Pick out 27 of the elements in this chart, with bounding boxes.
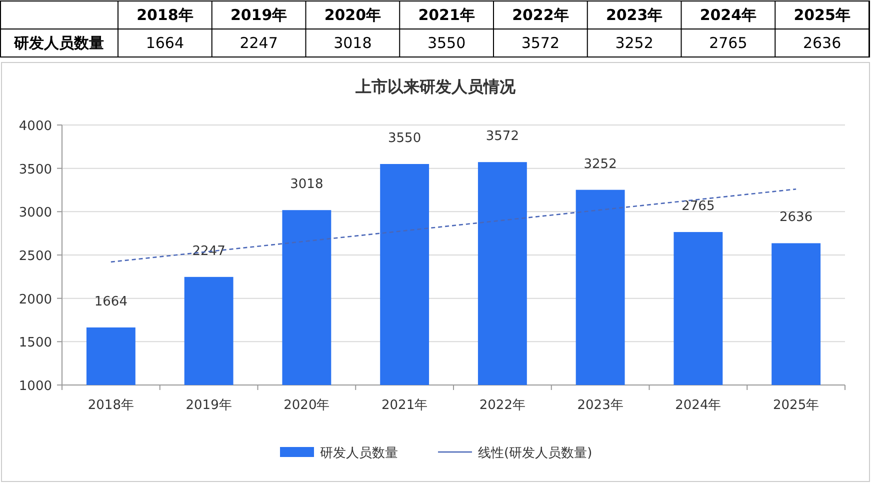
y-tick-label: 1000 <box>18 379 52 394</box>
x-tick-label: 2019年 <box>186 398 232 413</box>
y-tick-label: 4000 <box>18 119 52 134</box>
x-tick-label: 2020年 <box>284 398 330 413</box>
data-label: 3018 <box>290 177 324 192</box>
y-tick-label: 3500 <box>18 162 52 178</box>
data-label: 3550 <box>388 131 422 146</box>
x-tick-label: 2024年 <box>675 398 722 413</box>
data-label: 3572 <box>486 129 519 144</box>
data-label: 3252 <box>584 156 617 172</box>
x-tick-label: 2025年 <box>773 398 820 413</box>
x-tick-label: 2022年 <box>479 398 526 413</box>
data-label: 2765 <box>682 199 715 214</box>
legend-label: 线性(研发人员数量) <box>478 446 592 461</box>
y-tick-label: 2500 <box>18 249 52 264</box>
y-tick-label: 2000 <box>18 292 52 308</box>
x-tick-label: 2018年 <box>88 398 134 413</box>
data-label: 2247 <box>192 244 226 259</box>
chart-title: 上市以来研发人员情况 <box>354 77 516 96</box>
table: 研发人员数量 2018年 1664 2019年 2247 2020年 3018 2021年 3550 2022年 3572 2023年 3252 2024年 2765 2025年 2636 <box>0 0 870 58</box>
y-tick-label: 1500 <box>18 336 52 351</box>
x-tick-label: 2021年 <box>382 398 428 413</box>
legend-label: 研发人员数量 <box>320 446 398 461</box>
data-label: 1664 <box>94 294 128 310</box>
x-tick-label: 2023年 <box>577 398 624 413</box>
data-label: 2636 <box>780 210 813 226</box>
y-tick-label: 3000 <box>18 206 52 221</box>
